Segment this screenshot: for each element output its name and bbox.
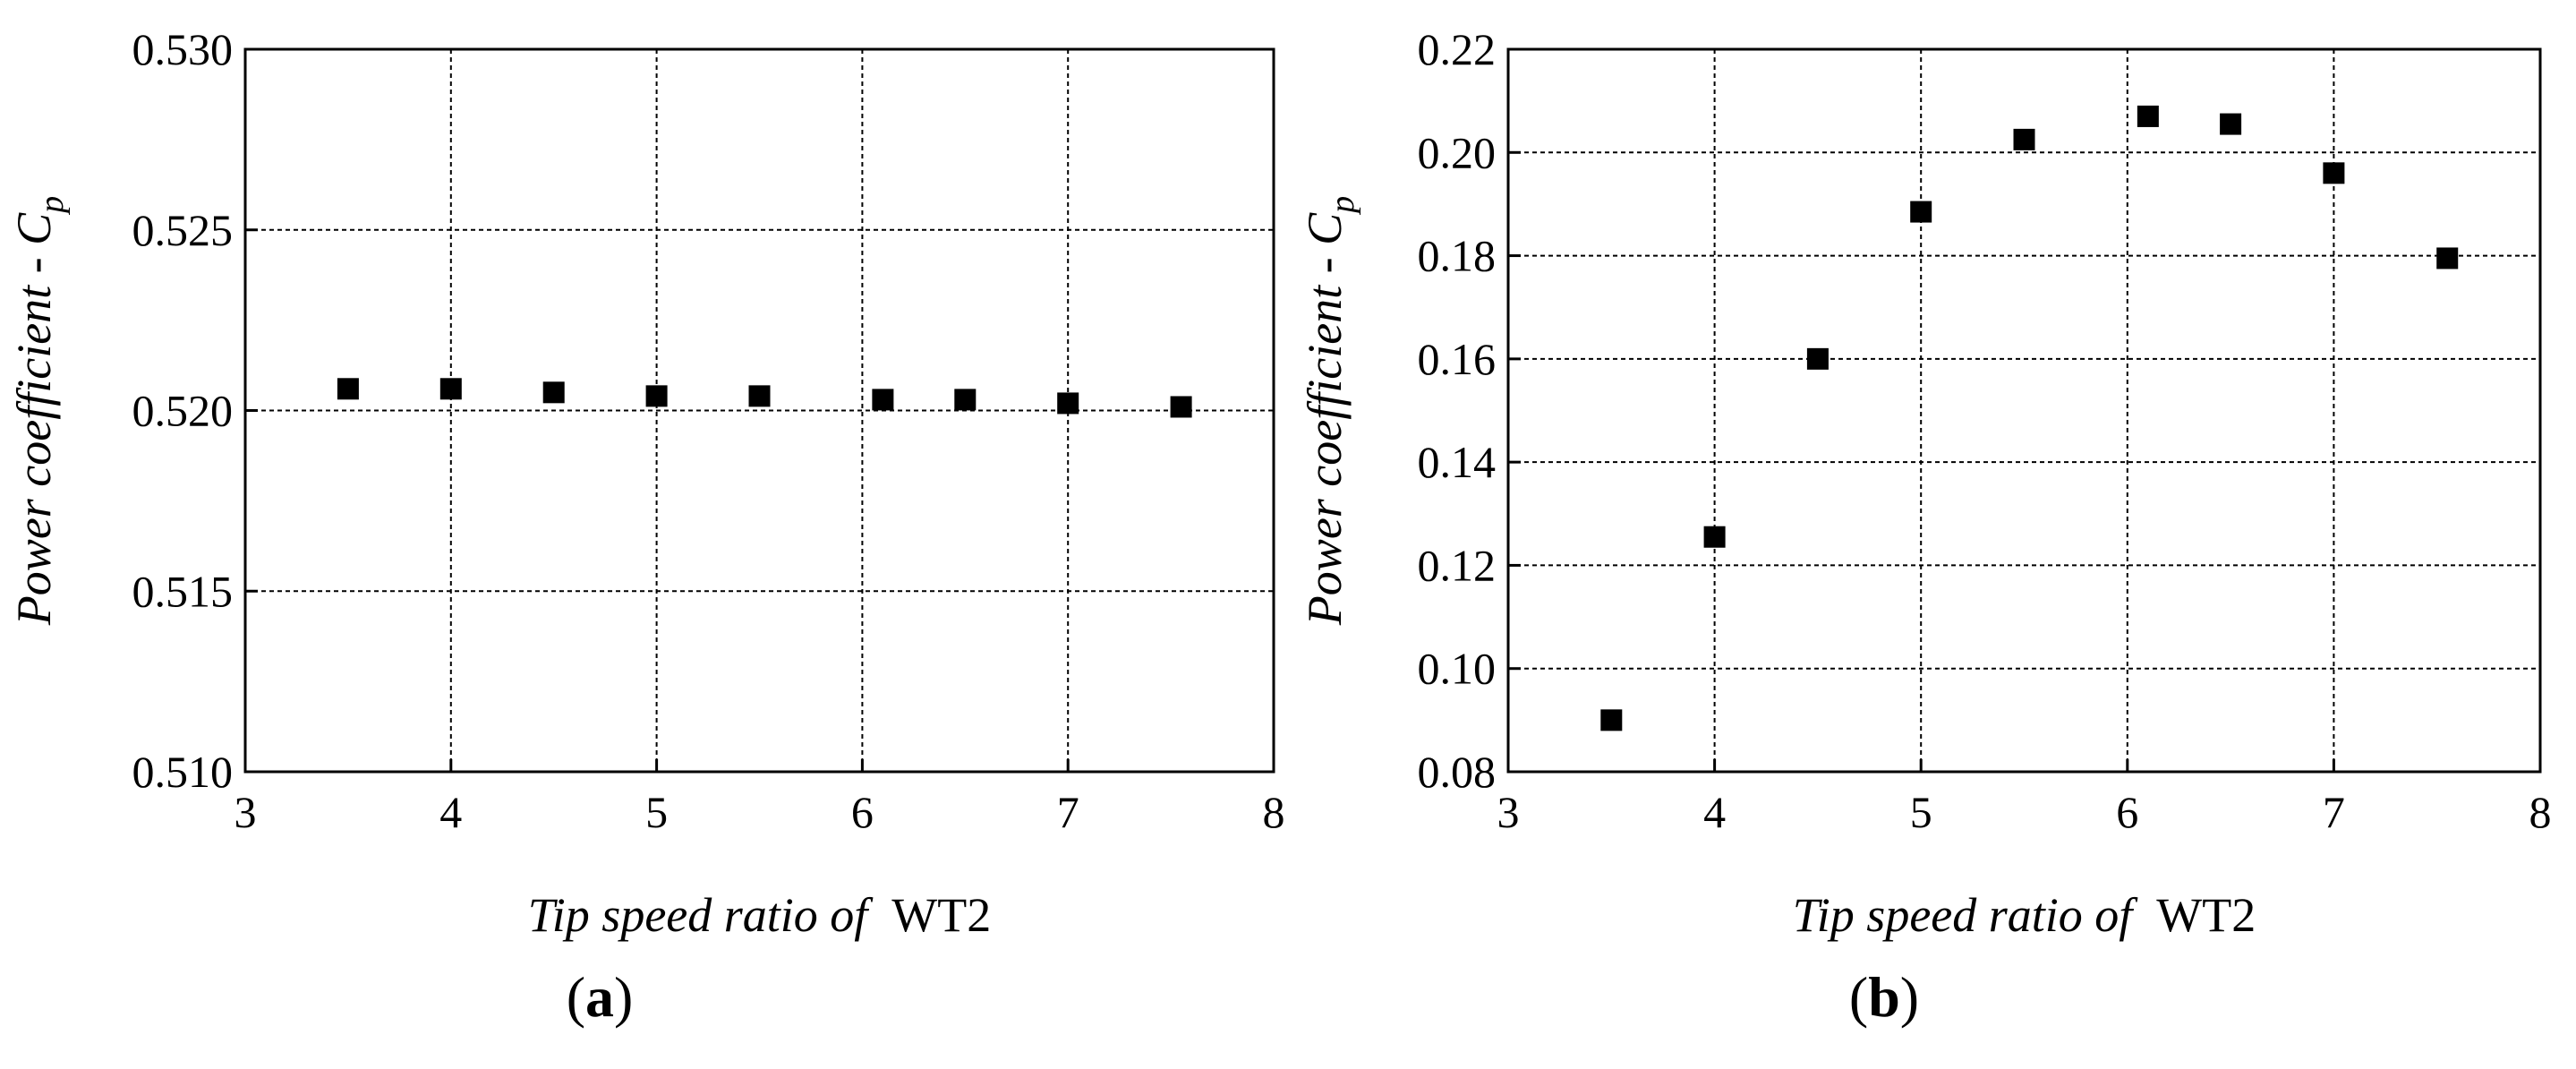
plot-frame — [1506, 47, 2542, 774]
x-axis-title: Tip speed ratio of WT2 — [528, 888, 991, 942]
data-point — [542, 381, 565, 404]
y-tick-label: 0.20 — [1418, 127, 1497, 177]
data-point — [2323, 162, 2345, 184]
data-point — [1600, 709, 1623, 731]
x-tick-label: 3 — [1497, 787, 1520, 837]
x-tick-label: 7 — [1057, 787, 1079, 837]
y-tick-label: 0.510 — [132, 747, 234, 797]
x-tick-label: 6 — [2116, 787, 2138, 837]
y-tick-label: 0.10 — [1418, 644, 1497, 694]
x-axis-title-upright: WT2 — [891, 888, 991, 942]
x-tick-label: 3 — [235, 787, 257, 837]
data-point — [1057, 392, 1079, 415]
x-tick-label: 4 — [439, 787, 462, 837]
data-point — [1910, 201, 1932, 223]
data-point — [954, 389, 977, 411]
y-tick-label: 0.16 — [1418, 334, 1497, 384]
data-point — [645, 385, 668, 407]
x-axis-title: Tip speed ratio of WT2 — [1793, 888, 2256, 942]
data-point — [1806, 347, 1829, 370]
x-tick-label: 5 — [1910, 787, 1932, 837]
y-tick-label: 0.22 — [1418, 24, 1497, 74]
y-axis-title: Power coefficient - Cp — [1298, 196, 1361, 626]
y-tick-label: 0.530 — [132, 24, 234, 74]
y-tick-label: 0.515 — [132, 566, 234, 616]
panel-label-letter: b — [1868, 965, 1900, 1029]
x-tick-label: 6 — [851, 787, 874, 837]
y-tick-label: 0.18 — [1418, 231, 1497, 281]
data-point — [2137, 105, 2159, 127]
y-axis-title: Power coefficient - Cp — [7, 196, 71, 626]
y-tick-label: 0.520 — [132, 386, 234, 436]
y-tick-label: 0.525 — [132, 205, 234, 255]
x-tick-label: 8 — [1263, 787, 1285, 837]
y-tick-label: 0.08 — [1418, 747, 1497, 797]
data-point — [1703, 526, 1726, 548]
x-tick-label: 7 — [2323, 787, 2345, 837]
panel-label: (b) — [1849, 965, 1919, 1029]
panel-label-letter: a — [585, 965, 614, 1029]
x-tick-label: 4 — [1703, 787, 1726, 837]
data-point — [872, 389, 894, 411]
chart-panel-a: 3 4 5 6 7 8 0.510 0.515 0.520 0.525 0.530 Tip speed… — [7, 24, 1285, 1029]
y-tick-label: 0.12 — [1418, 540, 1497, 590]
data-point — [748, 385, 771, 407]
x-axis-title-upright: WT2 — [2156, 888, 2256, 942]
data-point — [1170, 396, 1192, 418]
x-axis-title-italic: Tip speed ratio of — [528, 888, 892, 942]
y-axis-title-subscript: p — [1324, 196, 1361, 216]
y-axis-title-main: Power coefficient - C — [7, 212, 61, 626]
x-tick-label: 8 — [2529, 787, 2552, 837]
panel-label: (a) — [567, 965, 634, 1029]
data-point — [439, 378, 462, 400]
chart-panel-b: 3 4 5 6 7 8 0.08 0.10 0.12 0.14 0.16 0.18 0.20 0.22 Ti… — [1298, 24, 2552, 1029]
data-point — [2220, 113, 2242, 135]
y-axis-title-subscript: p — [33, 196, 71, 216]
data-point — [2013, 128, 2035, 150]
data-point — [337, 378, 359, 400]
y-axis-title-main: Power coefficient - C — [1298, 212, 1352, 626]
data-point — [2436, 247, 2459, 269]
x-tick-label: 5 — [645, 787, 668, 837]
x-axis-title-italic: Tip speed ratio of — [1793, 888, 2157, 942]
y-tick-label: 0.14 — [1418, 437, 1497, 487]
